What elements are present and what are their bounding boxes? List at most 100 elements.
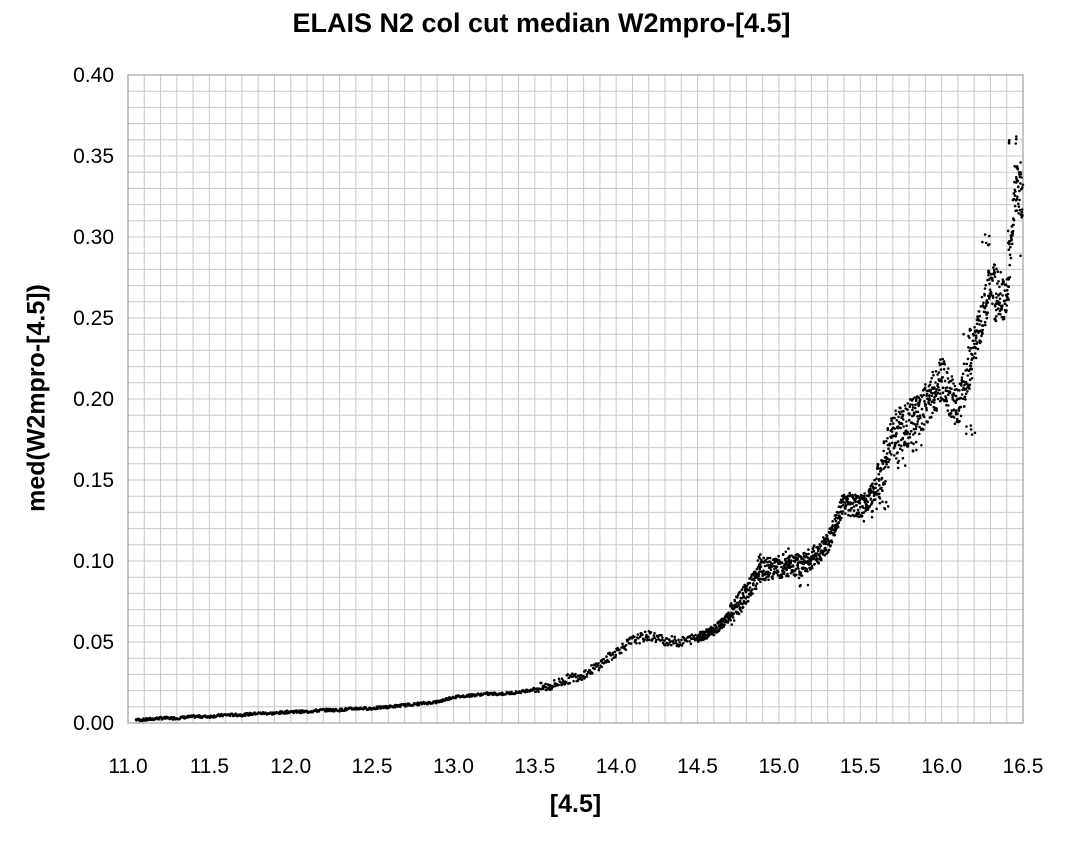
data-point xyxy=(901,413,905,417)
data-point xyxy=(244,714,247,718)
data-point xyxy=(757,555,761,558)
data-point xyxy=(916,410,920,414)
data-point xyxy=(946,377,950,380)
data-point xyxy=(579,674,583,677)
data-point xyxy=(766,556,770,560)
data-point xyxy=(980,334,983,338)
x-tick-label: 16.0 xyxy=(921,755,962,778)
data-point xyxy=(893,416,896,420)
data-point xyxy=(918,414,922,417)
data-point xyxy=(901,456,905,460)
data-point xyxy=(915,425,918,428)
data-point xyxy=(894,441,898,445)
data-point xyxy=(882,440,886,443)
data-point xyxy=(917,396,920,399)
data-point xyxy=(850,506,854,510)
x-tick-label: 15.5 xyxy=(840,755,881,778)
data-point xyxy=(929,391,933,395)
data-point xyxy=(757,570,761,573)
data-point xyxy=(746,599,750,603)
x-tick-label: 11.5 xyxy=(190,755,229,778)
data-point xyxy=(925,389,929,393)
data-point xyxy=(985,316,989,320)
data-point xyxy=(637,636,640,640)
data-point xyxy=(553,679,556,682)
data-point xyxy=(886,437,889,440)
data-point xyxy=(862,506,865,510)
data-point xyxy=(767,578,770,581)
data-point xyxy=(928,388,931,392)
data-point xyxy=(875,493,879,496)
data-point xyxy=(960,393,964,396)
data-point xyxy=(985,299,989,302)
data-point xyxy=(711,627,715,630)
data-point xyxy=(899,426,902,430)
data-point xyxy=(1007,140,1011,144)
data-point xyxy=(953,416,956,419)
data-point xyxy=(670,635,674,638)
data-point xyxy=(998,297,1002,301)
data-point xyxy=(956,417,959,421)
data-point xyxy=(882,449,885,453)
data-point xyxy=(1000,306,1004,310)
x-tick-label: 14.0 xyxy=(596,755,637,778)
data-point xyxy=(501,691,504,695)
data-point xyxy=(839,518,842,522)
data-point xyxy=(911,397,915,401)
data-point xyxy=(585,673,589,676)
data-point xyxy=(886,505,890,508)
data-point xyxy=(884,500,888,504)
data-point xyxy=(868,493,871,497)
data-point xyxy=(753,579,756,582)
data-point xyxy=(939,399,942,403)
data-point xyxy=(787,574,790,578)
data-point xyxy=(906,402,910,405)
data-point xyxy=(741,586,745,589)
data-point xyxy=(727,611,730,614)
data-point xyxy=(809,562,812,565)
data-point xyxy=(1006,229,1010,233)
data-point xyxy=(930,415,933,419)
data-point xyxy=(994,319,998,322)
data-point xyxy=(844,501,847,504)
y-tick-label: 0.10 xyxy=(73,550,114,573)
data-point xyxy=(879,468,883,472)
data-point xyxy=(1020,210,1024,214)
data-point xyxy=(661,636,664,639)
data-point xyxy=(731,616,735,619)
data-point xyxy=(988,282,991,286)
data-point xyxy=(715,626,718,630)
data-point xyxy=(863,492,866,495)
data-point xyxy=(984,304,988,308)
data-point xyxy=(875,477,878,481)
data-point xyxy=(584,669,587,672)
data-point xyxy=(754,584,758,587)
data-point xyxy=(848,491,851,495)
data-point xyxy=(762,569,765,572)
data-point xyxy=(780,561,784,565)
data-point xyxy=(907,418,911,422)
data-point xyxy=(1010,242,1014,246)
data-point xyxy=(968,387,971,391)
data-point xyxy=(1010,238,1013,241)
data-point xyxy=(901,449,904,452)
data-point xyxy=(544,688,548,692)
data-point xyxy=(887,465,890,469)
data-point xyxy=(788,555,792,559)
data-point xyxy=(965,425,968,428)
data-point xyxy=(1020,176,1023,179)
data-point xyxy=(738,599,742,603)
data-point xyxy=(760,558,763,562)
data-point xyxy=(878,492,881,496)
data-point xyxy=(922,393,925,397)
data-point xyxy=(680,638,683,642)
data-point xyxy=(966,390,969,393)
data-point xyxy=(776,569,779,573)
data-point xyxy=(902,425,905,428)
data-point xyxy=(823,554,827,557)
data-point xyxy=(643,638,646,641)
data-point xyxy=(908,436,912,439)
data-point xyxy=(947,404,950,407)
data-point xyxy=(721,623,724,626)
data-point xyxy=(924,383,927,386)
